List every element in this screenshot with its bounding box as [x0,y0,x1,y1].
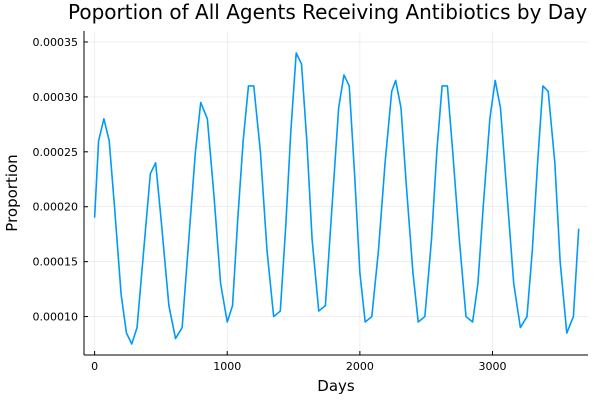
y-axis-title: Proportion [3,154,21,231]
grid [84,31,588,355]
x-tick-label: 3000 [479,360,507,373]
series-layer [93,52,580,345]
y-tick-label: 0.00025 [33,146,79,159]
x-tick-label: 0 [91,360,98,373]
series-line [93,52,580,345]
y-tick-label: 0.00020 [33,201,79,214]
y-tick-label: 0.00015 [33,256,79,269]
y-tick-label: 0.00035 [33,36,79,49]
y-tick-label: 0.00010 [33,311,79,324]
x-tick-label: 2000 [346,360,374,373]
ticks: 0 1000 2000 3000 0.00010 0.00015 0.00020 0.0002… [33,36,507,373]
x-tick-label: 1000 [213,360,241,373]
y-tick-label: 0.00030 [33,91,79,104]
axes [83,31,588,356]
chart-title: Poportion of All Agents Receiving Antibi… [68,0,587,24]
x-axis-title: Days [317,377,355,395]
